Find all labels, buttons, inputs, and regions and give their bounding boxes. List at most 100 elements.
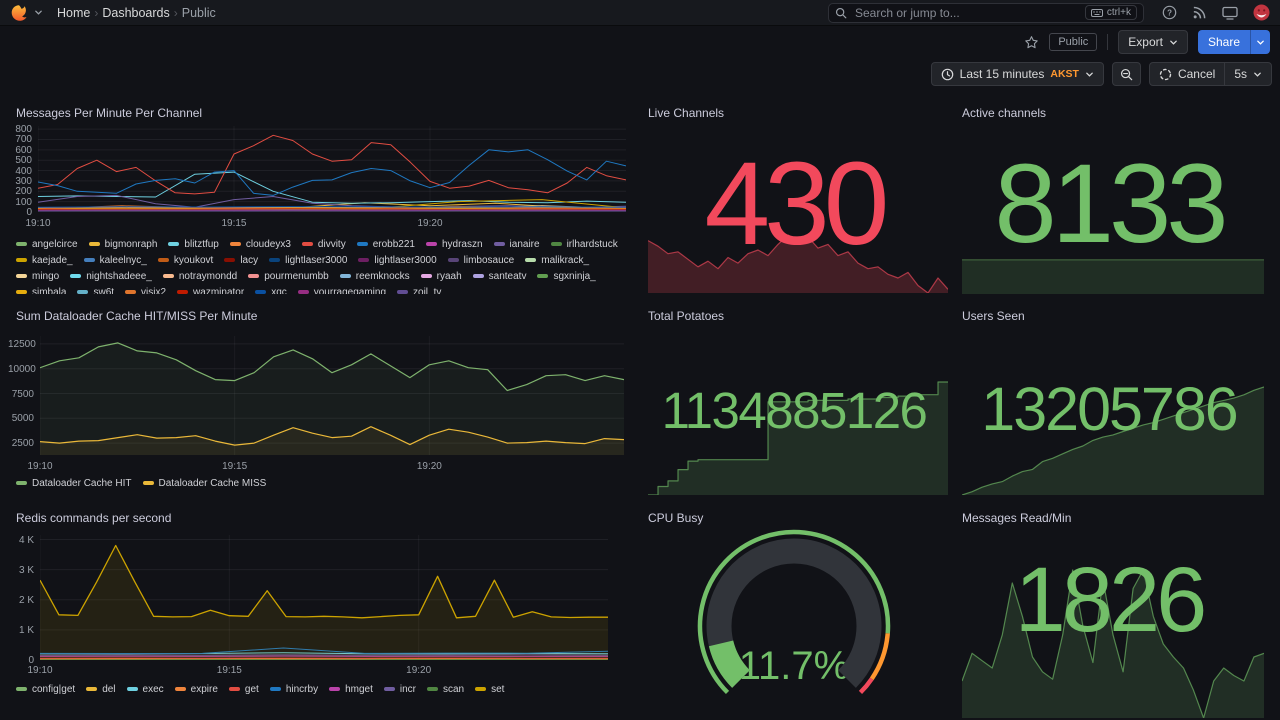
panel-title[interactable]: Redis commands per second	[16, 511, 172, 525]
stat-value: 8133	[994, 141, 1228, 266]
x-axis-label: 19:20	[406, 665, 432, 676]
user-avatar[interactable]	[1253, 4, 1270, 21]
panel-dataloader-cache: Sum Dataloader Cache HIT/MISS Per Minute…	[8, 303, 632, 497]
y-axis-label: 10000	[8, 363, 36, 375]
legend-item[interactable]: bigmonraph	[88, 236, 158, 252]
cancel-button[interactable]: Cancel	[1150, 63, 1224, 85]
y-axis-label: 500	[15, 155, 32, 167]
legend-swatch	[16, 258, 27, 262]
legend-item[interactable]: pourmenumbb	[248, 268, 329, 284]
stat-value: 430	[704, 138, 890, 270]
breadcrumb-item-public[interactable]: Public	[181, 5, 216, 20]
search-box[interactable]: ctrl+k	[828, 2, 1144, 23]
chevron-down-icon	[1254, 72, 1261, 77]
legend-item[interactable]: lightlaser3000	[358, 252, 437, 268]
x-axis-label: 19:10	[27, 461, 53, 472]
panel-title[interactable]: Users Seen	[962, 309, 1025, 323]
y-axis-label: 2 K	[18, 594, 34, 606]
legend-item[interactable]: blitztfup	[168, 236, 219, 252]
refresh-interval-button[interactable]: 5s	[1225, 63, 1271, 85]
legend-item[interactable]: get	[228, 681, 259, 697]
y-axis-label: 12500	[8, 338, 36, 350]
legend-item[interactable]: ryaah	[420, 268, 462, 284]
grafana-logo-icon[interactable]	[10, 4, 28, 22]
breadcrumb-item-home[interactable]: Home	[57, 5, 91, 20]
legend-label: bigmonraph	[104, 238, 158, 250]
x-axis-label: 19:15	[222, 461, 248, 472]
zoom-out-button[interactable]	[1111, 62, 1141, 86]
legend-item[interactable]: visix2	[125, 284, 166, 294]
legend-item[interactable]: lightlaser3000	[269, 252, 347, 268]
legend-item[interactable]: simbala	[16, 284, 66, 294]
legend-item[interactable]: del	[86, 681, 116, 697]
legend-item[interactable]: kyoukovt	[157, 252, 213, 268]
legend-swatch	[269, 258, 281, 262]
legend-item[interactable]: Dataloader Cache MISS	[142, 475, 266, 491]
legend-item[interactable]: divvity	[301, 236, 346, 252]
legend-item[interactable]: wazminator	[177, 284, 244, 294]
legend-item[interactable]: expire	[174, 681, 218, 697]
share-chevron-icon[interactable]	[1251, 30, 1270, 54]
time-series-plot[interactable]	[40, 336, 624, 455]
legend-item[interactable]: mingo	[16, 268, 59, 284]
legend-item[interactable]: lacy	[224, 252, 258, 268]
legend-item[interactable]: kaleelnyc_	[83, 252, 147, 268]
legend-item[interactable]: limbosauce	[447, 252, 514, 268]
news-icon[interactable]	[1192, 5, 1207, 20]
time-series-plot[interactable]	[38, 126, 626, 212]
breadcrumb-item-dashboards[interactable]: Dashboards	[102, 5, 170, 20]
x-axis-label: 19:20	[416, 461, 442, 472]
legend-item[interactable]: exec	[126, 681, 164, 697]
legend-item[interactable]: zoil_tv	[397, 284, 441, 294]
org-chevron-down-icon[interactable]	[34, 8, 43, 17]
legend-item[interactable]: notraymondd	[162, 268, 237, 284]
panel-title[interactable]: CPU Busy	[648, 511, 704, 525]
legend-item[interactable]: set	[475, 681, 504, 697]
legend-item[interactable]: nightshadeee_	[70, 268, 152, 284]
screen-icon[interactable]	[1222, 6, 1238, 20]
legend-item[interactable]: config|get	[16, 681, 75, 697]
legend-item[interactable]: yourragegaming	[297, 284, 386, 294]
legend-item[interactable]: hydraszn	[425, 236, 483, 252]
chart-legend: config|get del exec expire get hincrby hmget in…	[16, 681, 630, 720]
export-button[interactable]: Export	[1118, 30, 1188, 54]
legend-item[interactable]: hmget	[329, 681, 373, 697]
chart-legend: Dataloader Cache HIT Dataloader Cache MIS…	[16, 475, 630, 497]
legend-item[interactable]: cloudeyx3	[229, 236, 291, 252]
panel-title[interactable]: Total Potatoes	[648, 309, 725, 323]
refresh-group: Cancel 5s	[1148, 62, 1272, 86]
time-series-plot[interactable]	[40, 535, 608, 660]
legend-item[interactable]: sgxninja_	[537, 268, 596, 284]
legend-swatch	[228, 687, 240, 691]
legend-item[interactable]: malikrack_	[525, 252, 589, 268]
help-icon[interactable]: ?	[1162, 5, 1177, 20]
legend-swatch	[142, 481, 154, 485]
panel-title[interactable]: Sum Dataloader Cache HIT/MISS Per Minute	[16, 309, 258, 323]
panel-title[interactable]: Messages Read/Min	[962, 511, 1072, 525]
legend-item[interactable]: ianaire	[493, 236, 540, 252]
panel-title[interactable]: Active channels	[962, 106, 1047, 120]
legend-item[interactable]: erobb221	[356, 236, 415, 252]
panel-title[interactable]: Messages Per Minute Per Channel	[16, 106, 203, 120]
legend-item[interactable]: reemknocks	[339, 268, 410, 284]
legend-item[interactable]: irlhardstuck	[550, 236, 618, 252]
panel-live-channels: Live Channels 430	[640, 100, 948, 296]
time-range-picker[interactable]: Last 15 minutes AKST	[930, 62, 1104, 86]
legend-item[interactable]: incr	[383, 681, 416, 697]
legend-item[interactable]: Dataloader Cache HIT	[16, 475, 132, 491]
panel-title[interactable]: Live Channels	[648, 106, 725, 120]
legend-item[interactable]: scan	[427, 681, 464, 697]
public-badge[interactable]: Public	[1049, 33, 1098, 51]
legend-item[interactable]: santeatv	[472, 268, 526, 284]
timezone-label: AKST	[1050, 68, 1079, 80]
legend-item[interactable]: angelcirce	[16, 236, 78, 252]
legend-item[interactable]: xqc	[255, 284, 287, 294]
legend-label: pourmenumbb	[264, 270, 329, 282]
legend-item[interactable]: kaejade_	[16, 252, 73, 268]
star-icon[interactable]	[1024, 35, 1039, 50]
legend-item[interactable]: sw6t	[77, 284, 114, 294]
y-axis-label: 7500	[11, 388, 34, 400]
legend-item[interactable]: hincrby	[269, 681, 318, 697]
share-button[interactable]: Share	[1197, 30, 1270, 54]
search-input[interactable]	[853, 4, 1079, 21]
